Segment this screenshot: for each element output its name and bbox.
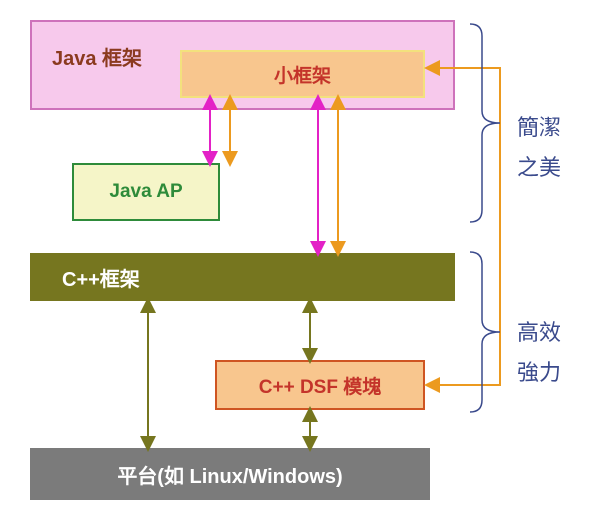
side-label-zhimei: 之美 [517, 150, 561, 182]
side-label-qiangli: 強力 [517, 355, 561, 387]
java-framework-label: Java 框架 [52, 42, 142, 71]
cpp-framework-label: C++框架 [62, 263, 140, 292]
java-ap-label: Java AP [109, 181, 182, 203]
platform-label: 平台(如 Linux/Windows) [117, 460, 342, 489]
java-ap-box: Java AP [72, 163, 220, 221]
cpp-framework-box: C++框架 [30, 253, 455, 301]
cpp-dsf-module-box: C++ DSF 模塊 [215, 360, 425, 410]
cpp-dsf-module-label: C++ DSF 模塊 [259, 372, 381, 399]
platform-box: 平台(如 Linux/Windows) [30, 448, 430, 500]
side-label-gaoxiao: 高效 [517, 315, 561, 347]
side-label-jianjie: 簡潔 [517, 110, 561, 142]
small-framework-box: 小框架 [180, 50, 425, 98]
small-framework-label: 小框架 [274, 61, 331, 88]
